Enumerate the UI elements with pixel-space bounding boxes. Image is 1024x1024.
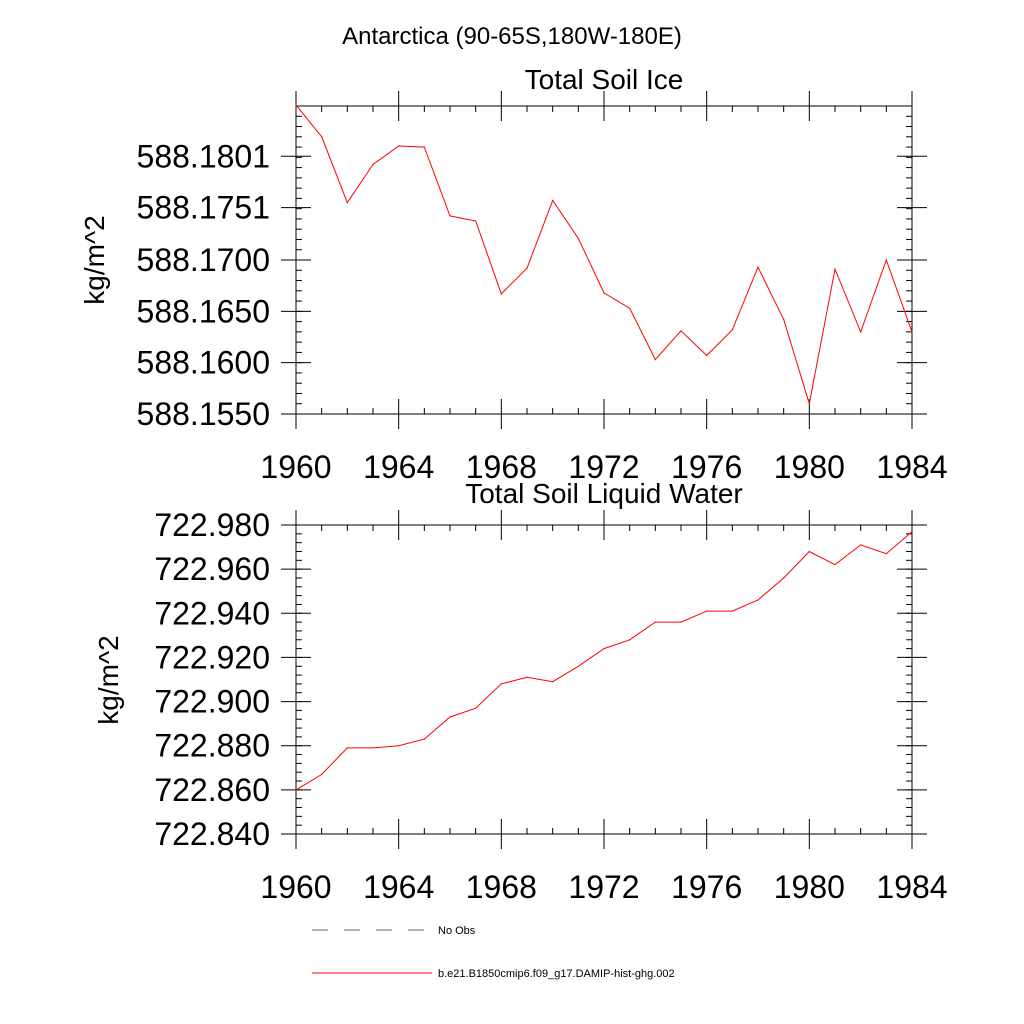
- data-point: [346, 201, 348, 204]
- data-point: [654, 359, 656, 361]
- data-point: [757, 266, 759, 268]
- data-point: [449, 215, 451, 217]
- x-tick-label: 1984: [876, 869, 947, 905]
- data-point: [321, 136, 323, 138]
- panel-total-soil-liquid-water: Total Soil Liquid Water kg/m^2 1960 1964 1…: [93, 478, 948, 905]
- y-tick-label: 588.1550: [137, 396, 270, 432]
- data-point: [654, 621, 656, 623]
- data-point: [372, 163, 374, 166]
- data-point: [577, 237, 579, 239]
- x-tick-label: 1976: [671, 449, 742, 485]
- data-point: [706, 354, 708, 357]
- y-tick-label: 722.840: [154, 816, 270, 852]
- x-tick-label: 1972: [568, 449, 639, 485]
- data-point: [475, 707, 477, 709]
- data-point: [911, 531, 913, 533]
- data-point: [295, 789, 297, 791]
- data-point: [808, 550, 810, 553]
- data-point: [783, 577, 785, 579]
- data-point: [834, 564, 836, 566]
- data-point: [629, 639, 631, 641]
- x-tick-label: 1968: [466, 449, 537, 485]
- x-tick-label: 1960: [260, 869, 331, 905]
- data-point: [885, 553, 887, 555]
- y-tick-label: 722.960: [154, 551, 270, 587]
- y-tick-label: 722.980: [154, 507, 270, 543]
- x-tick-label: 1980: [774, 869, 845, 905]
- data-point: [398, 745, 400, 747]
- x-tick-label: 1984: [876, 449, 947, 485]
- panel-title-total-soil-ice: Total Soil Ice: [525, 64, 684, 95]
- data-point: [346, 747, 348, 749]
- data-point: [321, 773, 323, 776]
- legend: No Obs b.e21.B1850cmip6.f09_g17.DAMIP-hi…: [312, 925, 675, 980]
- data-point: [295, 104, 297, 106]
- data-point: [500, 293, 502, 295]
- data-point: [423, 146, 425, 148]
- panel-total-soil-ice: Total Soil Ice kg/m^2 1960 1964 1968 1972 19…: [79, 64, 948, 485]
- data-point: [731, 329, 733, 331]
- data-point: [552, 199, 554, 202]
- data-point: [603, 292, 605, 294]
- panel-title-total-soil-liquid-water: Total Soil Liquid Water: [465, 478, 743, 509]
- data-point: [603, 648, 605, 650]
- x-tick-label: 1968: [466, 869, 537, 905]
- data-point: [526, 267, 528, 269]
- data-point: [475, 220, 477, 222]
- y-tick-label: 722.860: [154, 772, 270, 808]
- y-tick-label: 588.1801: [137, 138, 270, 174]
- x-tick-label: 1976: [671, 869, 742, 905]
- x-tick-label: 1964: [363, 449, 434, 485]
- data-point: [500, 683, 502, 685]
- data-point: [731, 610, 733, 612]
- y-tick-label: 722.940: [154, 595, 270, 631]
- y-tick-label: 722.920: [154, 639, 270, 675]
- x-tick-label: 1960: [260, 449, 331, 485]
- data-point: [860, 331, 862, 333]
- data-point: [706, 610, 708, 612]
- data-point: [526, 676, 528, 678]
- data-point: [808, 403, 810, 405]
- data-point: [372, 747, 374, 749]
- y-tick-label: 588.1700: [137, 242, 270, 278]
- data-point: [629, 307, 631, 309]
- legend-label-no-obs: No Obs: [438, 925, 476, 937]
- data-point: [757, 599, 759, 601]
- y-tick-label: 588.1600: [137, 345, 270, 381]
- y-tick-label: 722.880: [154, 728, 270, 764]
- data-point: [911, 331, 913, 333]
- y-tick-label: 588.1650: [137, 293, 270, 329]
- legend-label-model-run: b.e21.B1850cmip6.f09_g17.DAMIP-hist-ghg.…: [438, 968, 675, 980]
- data-point: [449, 716, 451, 718]
- y-tick-label: 588.1751: [137, 190, 270, 226]
- data-point: [398, 145, 400, 147]
- y-axis-label-total-soil-ice: kg/m^2: [79, 215, 110, 304]
- data-point: [885, 259, 887, 261]
- x-tick-label: 1964: [363, 869, 434, 905]
- x-tick-label: 1980: [774, 449, 845, 485]
- data-point: [577, 665, 579, 667]
- data-point: [860, 544, 862, 546]
- y-axis-label-total-soil-liquid-water: kg/m^2: [93, 635, 124, 724]
- data-point: [783, 318, 785, 321]
- data-point: [423, 738, 425, 740]
- data-point: [680, 330, 682, 332]
- figure-title: Antarctica (90-65S,180W-180E): [342, 23, 682, 50]
- data-point: [680, 621, 682, 623]
- x-tick-label: 1972: [568, 869, 639, 905]
- data-point: [552, 681, 554, 683]
- y-tick-label: 722.900: [154, 684, 270, 720]
- data-point: [834, 268, 836, 270]
